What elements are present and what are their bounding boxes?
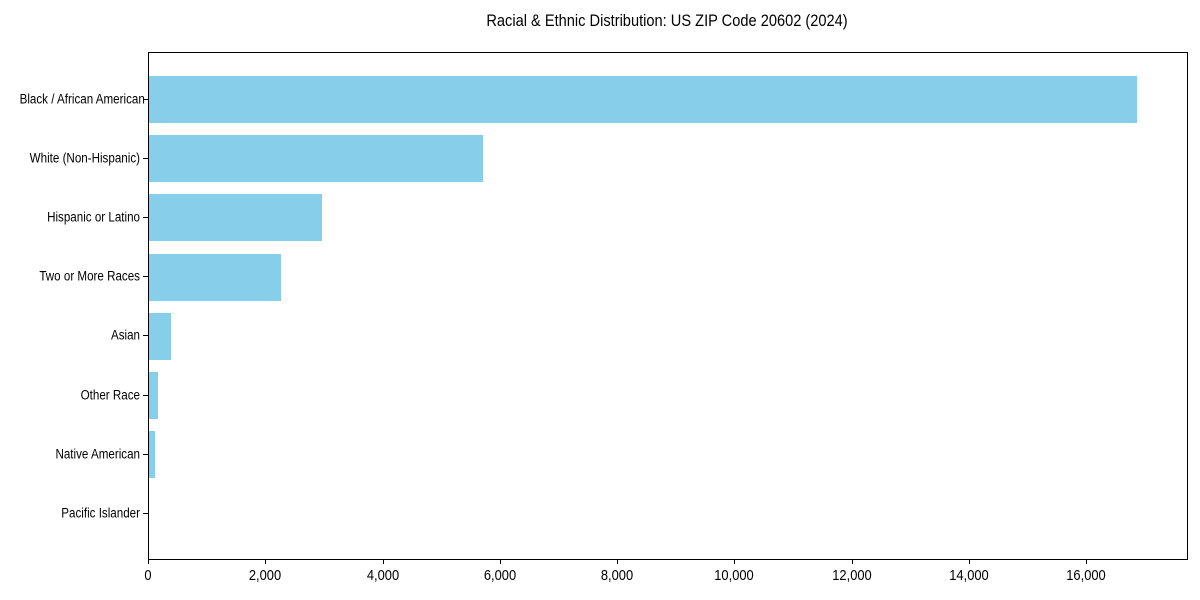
x-tick-mark: [1086, 559, 1088, 564]
x-tick-label: 12,000: [831, 567, 872, 584]
y-tick-mark: [143, 98, 148, 100]
y-tick-label: White (Non-Hispanic): [29, 149, 140, 165]
y-tick-label: Two or More Races: [39, 268, 140, 284]
bar: [149, 76, 1138, 123]
x-tick-label: 0: [144, 567, 152, 584]
x-tick-label: 14,000: [949, 567, 989, 584]
x-tick-label: 4,000: [366, 567, 399, 584]
y-tick-mark: [143, 157, 148, 159]
x-tick-mark: [382, 559, 384, 564]
bar: [149, 431, 156, 479]
x-tick-mark: [265, 559, 267, 564]
y-tick-label: Hispanic or Latino: [47, 209, 140, 225]
y-tick-mark: [143, 276, 148, 278]
y-tick-label: Asian: [110, 327, 140, 343]
x-tick-label: 2,000: [249, 567, 282, 584]
x-tick-label: 8,000: [600, 567, 634, 584]
y-tick-mark: [143, 216, 148, 218]
bar: [149, 194, 322, 242]
y-tick-mark: [143, 335, 148, 337]
x-tick-label: 16,000: [1066, 567, 1107, 584]
x-tick-label: 6,000: [483, 567, 516, 584]
y-tick-mark: [143, 512, 148, 514]
y-tick-label: Pacific Islander: [61, 505, 141, 521]
bar: [149, 253, 281, 301]
x-tick-label: 10,000: [714, 567, 755, 584]
x-tick-mark: [969, 559, 971, 564]
y-tick-mark: [143, 394, 148, 396]
y-tick-label: Native American: [55, 445, 140, 461]
y-tick-mark: [143, 453, 148, 455]
y-tick-label: Black / African American: [19, 90, 145, 106]
x-tick-mark: [148, 559, 149, 564]
x-tick-mark: [734, 559, 736, 564]
chart-title: Racial & Ethnic Distribution: US ZIP Cod…: [486, 11, 848, 30]
y-tick-label: Other Race: [80, 386, 140, 402]
x-tick-mark: [499, 559, 501, 564]
x-tick-mark: [851, 559, 853, 564]
bar: [149, 135, 484, 183]
bar: [149, 312, 171, 360]
x-tick-mark: [617, 559, 619, 564]
bar: [149, 372, 158, 419]
plot-area: [148, 52, 1188, 560]
